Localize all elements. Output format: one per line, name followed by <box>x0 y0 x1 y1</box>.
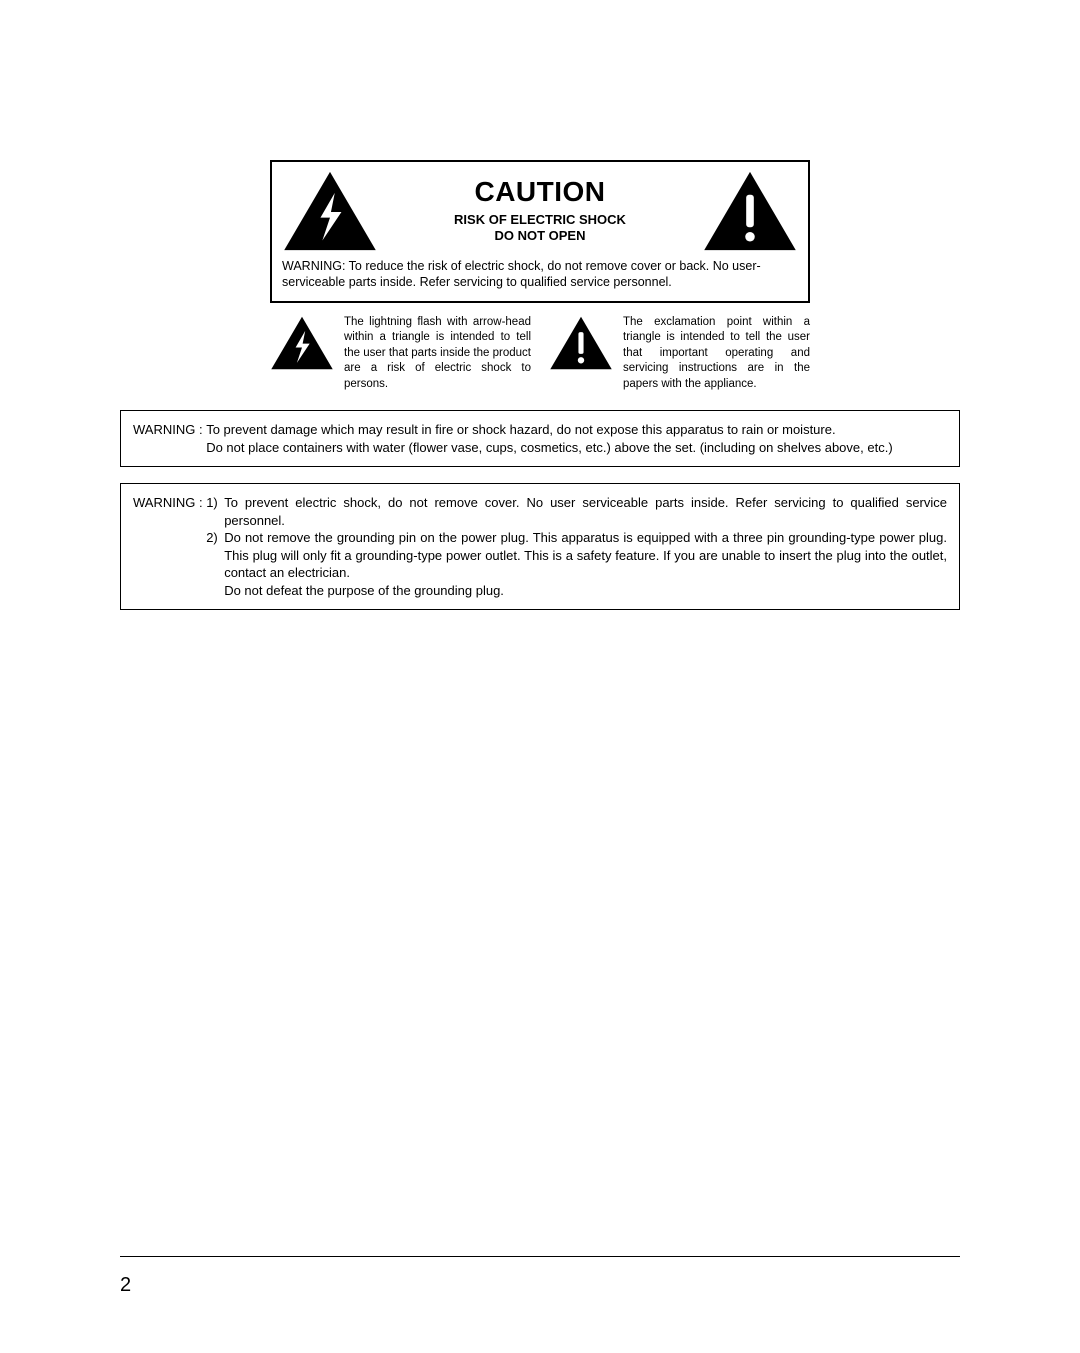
bolt-triangle-small-icon <box>270 315 334 371</box>
warning-box-2: WARNING : 1) To prevent electric shock, … <box>120 483 960 610</box>
warning1-label: WARNING : <box>133 421 206 456</box>
exclamation-triangle-icon <box>702 170 798 252</box>
bolt-symbol-block: The lightning flash with arrow-head with… <box>270 315 531 393</box>
exclamation-symbol-block: The exclamation point within a triangle … <box>549 315 810 393</box>
warning-box-1: WARNING : To prevent damage which may re… <box>120 410 960 467</box>
caution-title: CAUTION <box>382 177 698 208</box>
warning2-content: 1) To prevent electric shock, do not rem… <box>206 494 947 599</box>
caution-header: CAUTION RISK OF ELECTRIC SHOCK DO NOT OP… <box>282 170 798 252</box>
warning2-item-2: 2) Do not remove the grounding pin on th… <box>206 529 947 599</box>
footer-rule <box>120 1256 960 1257</box>
exclamation-triangle-small-icon <box>549 315 613 371</box>
page-number: 2 <box>120 1274 131 1297</box>
bolt-symbol-text: The lightning flash with arrow-head with… <box>344 315 531 393</box>
caution-box: CAUTION RISK OF ELECTRIC SHOCK DO NOT OP… <box>270 160 810 303</box>
warning2-label: WARNING : <box>133 494 206 599</box>
caution-title-block: CAUTION RISK OF ELECTRIC SHOCK DO NOT OP… <box>378 177 702 244</box>
warning2-item-2-text: Do not remove the grounding pin on the p… <box>224 529 947 599</box>
exclamation-symbol-text: The exclamation point within a triangle … <box>623 315 810 393</box>
symbol-explanation-row: The lightning flash with arrow-head with… <box>270 315 810 393</box>
warning2-item-1: 1) To prevent electric shock, do not rem… <box>206 494 947 529</box>
caution-body-text: WARNING: To reduce the risk of electric … <box>282 258 798 291</box>
warning1-content: To prevent damage which may result in fi… <box>206 421 947 456</box>
bolt-triangle-icon <box>282 170 378 252</box>
caution-subtitle: RISK OF ELECTRIC SHOCK DO NOT OPEN <box>382 212 698 245</box>
